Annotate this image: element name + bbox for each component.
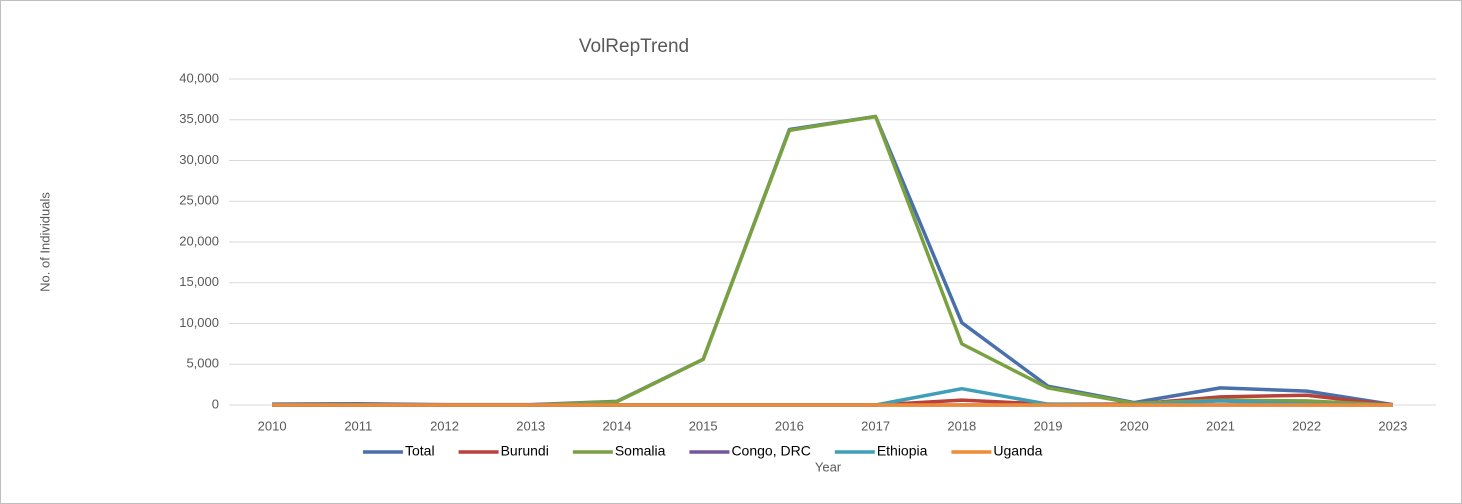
x-axis-label: Year — [815, 459, 842, 474]
x-tick-label: 2022 — [1292, 418, 1321, 433]
legend-text: Ethiopia — [877, 443, 928, 459]
legend-text: Congo, DRC — [731, 443, 810, 459]
x-tick-label: 2021 — [1206, 418, 1235, 433]
y-tick-label: 5,000 — [186, 356, 219, 371]
y-tick-label: 30,000 — [179, 152, 219, 167]
y-tick-label: 0 — [212, 396, 219, 411]
y-tick-label: 10,000 — [179, 315, 219, 330]
legend-text: Somalia — [615, 443, 666, 459]
y-tick-label: 25,000 — [179, 193, 219, 208]
x-tick-label: 2011 — [344, 418, 372, 433]
x-tick-label: 2012 — [430, 418, 459, 433]
x-tick-label: 2014 — [603, 418, 632, 433]
x-tick-label: 2020 — [1120, 418, 1149, 433]
y-tick-label: 15,000 — [179, 274, 219, 289]
x-tick-label: 2013 — [516, 418, 545, 433]
y-tick-label: 20,000 — [179, 233, 219, 248]
legend-text: Burundi — [501, 443, 549, 459]
x-tick-label: 2023 — [1378, 418, 1407, 433]
x-tick-label: 2017 — [861, 418, 890, 433]
x-tick-label: 2018 — [947, 418, 976, 433]
x-tick-label: 2015 — [689, 418, 718, 433]
y-axis-label: No. of Individuals — [37, 192, 52, 292]
legend-text: Total — [405, 443, 435, 459]
chart-title: VolRepTrend — [579, 36, 689, 57]
y-tick-label: 40,000 — [179, 70, 219, 85]
legend-text: Uganda — [993, 443, 1042, 459]
x-tick-label: 2010 — [258, 418, 287, 433]
y-tick-label: 35,000 — [179, 111, 219, 126]
x-tick-label: 2016 — [775, 418, 804, 433]
x-tick-label: 2019 — [1034, 418, 1063, 433]
